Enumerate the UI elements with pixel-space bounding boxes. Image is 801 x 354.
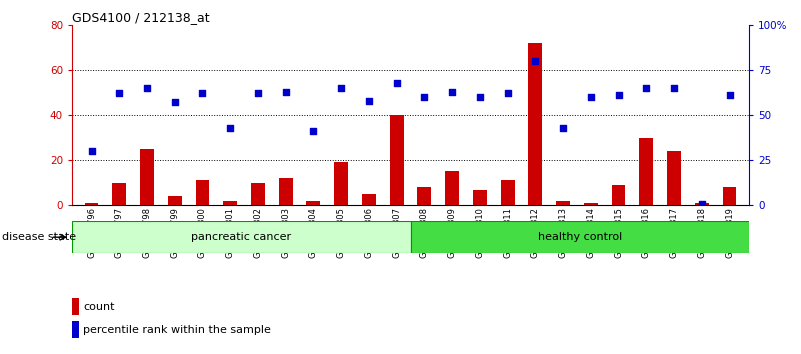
Bar bbox=[72, 321, 79, 338]
Bar bbox=[334, 162, 348, 205]
Point bbox=[695, 201, 708, 206]
Bar bbox=[612, 185, 626, 205]
Point bbox=[113, 91, 126, 96]
Point bbox=[473, 94, 486, 100]
Bar bbox=[85, 203, 99, 205]
Point bbox=[363, 98, 376, 103]
Point bbox=[640, 85, 653, 91]
Bar bbox=[411, 221, 749, 253]
Text: pancreatic cancer: pancreatic cancer bbox=[191, 232, 292, 242]
Bar bbox=[417, 187, 431, 205]
Bar bbox=[279, 178, 292, 205]
Point bbox=[196, 91, 209, 96]
Point bbox=[418, 94, 431, 100]
Bar bbox=[72, 221, 411, 253]
Bar bbox=[473, 189, 487, 205]
Bar bbox=[501, 181, 514, 205]
Bar bbox=[195, 181, 209, 205]
Point bbox=[501, 91, 514, 96]
Bar bbox=[390, 115, 404, 205]
Point bbox=[390, 80, 403, 85]
Text: disease state: disease state bbox=[2, 232, 77, 242]
Bar bbox=[723, 187, 736, 205]
Text: percentile rank within the sample: percentile rank within the sample bbox=[83, 325, 272, 335]
Point bbox=[585, 94, 598, 100]
Bar bbox=[694, 203, 709, 205]
Bar bbox=[667, 151, 681, 205]
Bar bbox=[112, 183, 127, 205]
Point bbox=[85, 148, 98, 154]
Bar bbox=[362, 194, 376, 205]
Bar bbox=[251, 183, 265, 205]
Text: count: count bbox=[83, 302, 115, 312]
Point bbox=[252, 91, 264, 96]
Bar bbox=[72, 298, 79, 314]
Bar bbox=[307, 201, 320, 205]
Point bbox=[667, 85, 680, 91]
Point bbox=[557, 125, 570, 131]
Text: healthy control: healthy control bbox=[537, 232, 622, 242]
Point bbox=[529, 58, 541, 64]
Point bbox=[280, 89, 292, 95]
Bar bbox=[529, 43, 542, 205]
Bar bbox=[223, 201, 237, 205]
Bar bbox=[140, 149, 154, 205]
Point bbox=[141, 85, 154, 91]
Point bbox=[445, 89, 458, 95]
Point bbox=[612, 92, 625, 98]
Point bbox=[335, 85, 348, 91]
Text: GDS4100 / 212138_at: GDS4100 / 212138_at bbox=[72, 11, 210, 24]
Point bbox=[723, 92, 736, 98]
Bar bbox=[167, 196, 182, 205]
Bar bbox=[445, 171, 459, 205]
Point bbox=[168, 99, 181, 105]
Bar bbox=[639, 138, 654, 205]
Point bbox=[307, 129, 320, 134]
Bar bbox=[584, 203, 598, 205]
Bar bbox=[556, 201, 570, 205]
Point bbox=[223, 125, 236, 131]
